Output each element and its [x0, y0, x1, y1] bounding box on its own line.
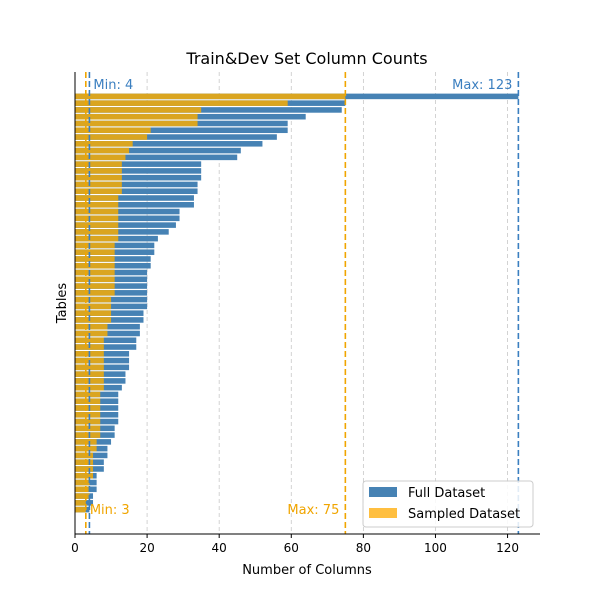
bar-sampled-26: [75, 262, 115, 269]
bar-sampled-51: [75, 432, 101, 438]
x-tick-label-120: 120: [496, 541, 519, 555]
bar-full-13: [75, 174, 202, 181]
bar-sampled-45: [75, 391, 101, 398]
bar-sampled-59: [75, 486, 90, 493]
y-axis-label: Tables: [55, 283, 70, 325]
bar-sampled-24: [75, 249, 115, 255]
bar-full-37: [75, 337, 137, 344]
bar-sampled-61: [75, 500, 86, 506]
bar-sampled-58: [75, 479, 90, 486]
bar-sampled-19: [75, 215, 119, 222]
bar-sampled-22: [75, 235, 119, 242]
x-tick-label-100: 100: [424, 541, 447, 555]
bar-sampled-14: [75, 181, 122, 188]
bar-full-16: [75, 195, 194, 201]
bar-sampled-50: [75, 425, 101, 432]
bar-sampled-53: [75, 445, 97, 452]
bar-sampled-13: [75, 174, 122, 181]
bar-sampled-12: [75, 168, 122, 174]
x-tick-label-0: 0: [71, 541, 79, 555]
bar-sampled-27: [75, 269, 115, 276]
bar-full-19: [75, 215, 180, 222]
bar-sampled-62: [75, 506, 86, 513]
bar-sampled-36: [75, 330, 108, 337]
ref-label-min-sampled: Min: 3: [90, 503, 130, 518]
bar-full-21: [75, 229, 169, 235]
bar-sampled-6: [75, 127, 151, 134]
bar-sampled-8: [75, 141, 133, 147]
bar-sampled-28: [75, 276, 115, 283]
ref-label-max-full: Max: 123: [452, 78, 512, 93]
bar-sampled-7: [75, 134, 148, 140]
bar-full-38: [75, 344, 137, 350]
bar-sampled-9: [75, 147, 130, 154]
x-tick-label-80: 80: [356, 541, 371, 555]
reference-lines: Min: 4 Max: 123 Min: 3 Max: 75: [85, 72, 520, 534]
legend-box: [362, 480, 534, 528]
bar-sampled-15: [75, 188, 122, 195]
bar-sampled-17: [75, 201, 119, 208]
bar-sampled-18: [75, 208, 119, 215]
bar-full-12: [75, 168, 202, 174]
bar-sampled-54: [75, 452, 94, 459]
legend-label-full: Full Dataset: [408, 486, 485, 501]
bar-sampled-41: [75, 364, 104, 371]
bar-full-10: [75, 154, 238, 161]
bar-sampled-57: [75, 472, 94, 479]
bar-sampled-34: [75, 317, 112, 323]
ref-label-max-sampled: Max: 75: [287, 503, 339, 518]
bar-full-6: [75, 127, 288, 134]
ref-label-min-full: Min: 4: [93, 78, 133, 93]
bar-sampled-3: [75, 107, 202, 113]
bar-sampled-55: [75, 459, 94, 465]
bar-sampled-23: [75, 242, 115, 249]
x-tick-label-40: 40: [212, 541, 227, 555]
bar-sampled-60: [75, 493, 90, 499]
bar-full-3: [75, 107, 342, 113]
bar-full-17: [75, 201, 194, 208]
bar-sampled-31: [75, 296, 112, 303]
bar-sampled-21: [75, 229, 119, 235]
bar-sampled-37: [75, 337, 104, 344]
axes: 0 20 40 60 80 100 120: [71, 72, 540, 555]
bar-full-20: [75, 222, 176, 228]
bar-sampled-48: [75, 411, 101, 418]
bar-sampled-5: [75, 120, 198, 127]
bar-sampled-46: [75, 398, 101, 405]
bar-sampled-33: [75, 310, 112, 316]
bar-sampled-4: [75, 113, 198, 120]
bars-full-dataset: [75, 93, 519, 513]
x-tick-label-60: 60: [284, 541, 299, 555]
legend: Full Dataset Sampled Dataset: [362, 480, 534, 528]
bar-full-15: [75, 188, 198, 195]
bar-sampled-30: [75, 290, 115, 296]
bar-sampled-47: [75, 405, 101, 411]
legend-swatch-full: [369, 487, 397, 497]
bar-full-8: [75, 141, 263, 147]
chart-title: Train&Dev Set Column Counts: [185, 49, 427, 68]
bar-sampled-35: [75, 323, 108, 330]
bar-sampled-16: [75, 195, 119, 201]
x-tick-label-20: 20: [139, 541, 154, 555]
bar-sampled-10: [75, 154, 126, 161]
bar-sampled-1: [75, 93, 346, 100]
bar-sampled-11: [75, 161, 122, 167]
bar-sampled-32: [75, 303, 112, 310]
bar-full-14: [75, 181, 198, 188]
bar-sampled-56: [75, 466, 94, 472]
legend-swatch-sampled: [369, 508, 397, 518]
bar-sampled-29: [75, 283, 115, 289]
bar-full-18: [75, 208, 180, 215]
bar-full-7: [75, 134, 277, 140]
bar-full-9: [75, 147, 241, 154]
bar-sampled-25: [75, 256, 115, 262]
x-axis-label: Number of Columns: [242, 563, 372, 578]
legend-label-sampled: Sampled Dataset: [408, 507, 520, 522]
bar-sampled-49: [75, 418, 101, 425]
bar-full-11: [75, 161, 202, 167]
bar-sampled-20: [75, 222, 119, 228]
bar-sampled-2: [75, 100, 288, 106]
